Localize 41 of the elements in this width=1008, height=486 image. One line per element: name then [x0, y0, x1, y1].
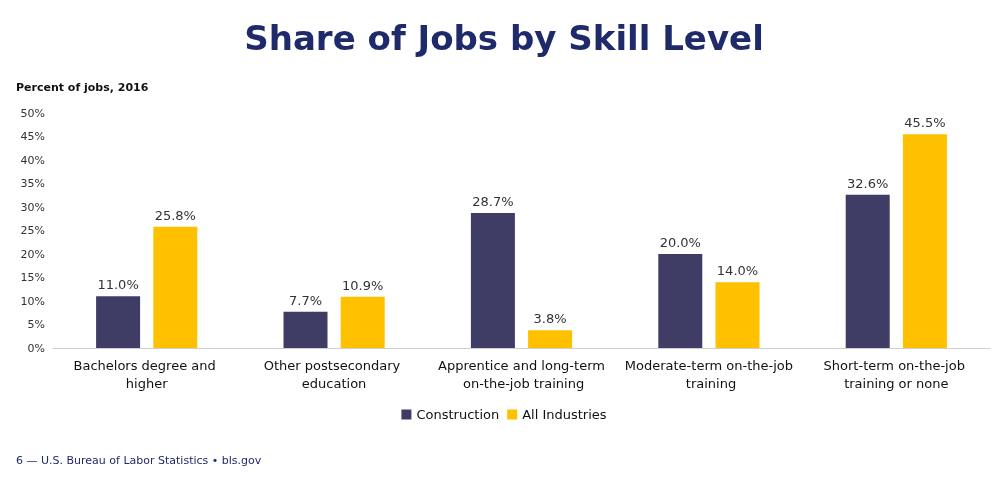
data-label: 3.8% [533, 311, 567, 327]
y-axis-title: Percent of jobs, 2016 [16, 81, 149, 94]
data-label: 10.9% [342, 277, 384, 293]
bar [715, 282, 760, 348]
bar [845, 194, 890, 348]
data-label: 45.5% [904, 115, 946, 131]
x-tick-label: Bachelors degree and higher [73, 357, 220, 391]
y-tick-label: 20% [20, 247, 45, 261]
y-tick-label: 35% [20, 177, 45, 190]
bar [340, 296, 385, 348]
data-label: 20.0% [659, 235, 701, 250]
legend-label: All Industries [522, 407, 607, 422]
data-label: 32.6% [847, 175, 889, 191]
bar [902, 134, 947, 348]
bar [153, 226, 198, 348]
y-tick-label: 30% [20, 200, 45, 214]
bar [96, 296, 141, 348]
y-tick-label: 15% [20, 271, 45, 284]
data-label: 25.8% [154, 207, 196, 223]
y-tick-label: 45% [20, 130, 45, 143]
data-label: 14.0% [716, 263, 759, 279]
data-label: 7.7% [288, 292, 323, 308]
x-tick-label: Other postsecondary education [263, 357, 405, 391]
y-tick-label: 40% [20, 153, 45, 167]
x-tick-label: Apprentice and long-term on-the-job training [438, 357, 605, 391]
y-tick-label: 10% [20, 294, 45, 308]
x-tick-label: Moderate-term on-the-job training [624, 357, 794, 391]
bar [283, 311, 328, 348]
bar [658, 254, 703, 348]
y-tick-label: 50% [20, 106, 45, 120]
x-tick-label: Short-term on-the-job training or none [823, 357, 970, 391]
data-label: 28.7% [472, 194, 514, 210]
y-tick-label: 0% [27, 341, 45, 355]
data-label: 11.0% [97, 277, 139, 293]
y-tick-label: 25% [20, 224, 45, 237]
legend-label: Construction [416, 407, 500, 422]
bar [470, 213, 515, 348]
y-tick-label: 5% [27, 318, 45, 331]
chart-title: Share of Jobs by Skill Level [244, 18, 764, 58]
bar [528, 330, 573, 348]
text: 6 — U.S. Bureau of Labor Statistics • bls.gov [16, 454, 262, 467]
